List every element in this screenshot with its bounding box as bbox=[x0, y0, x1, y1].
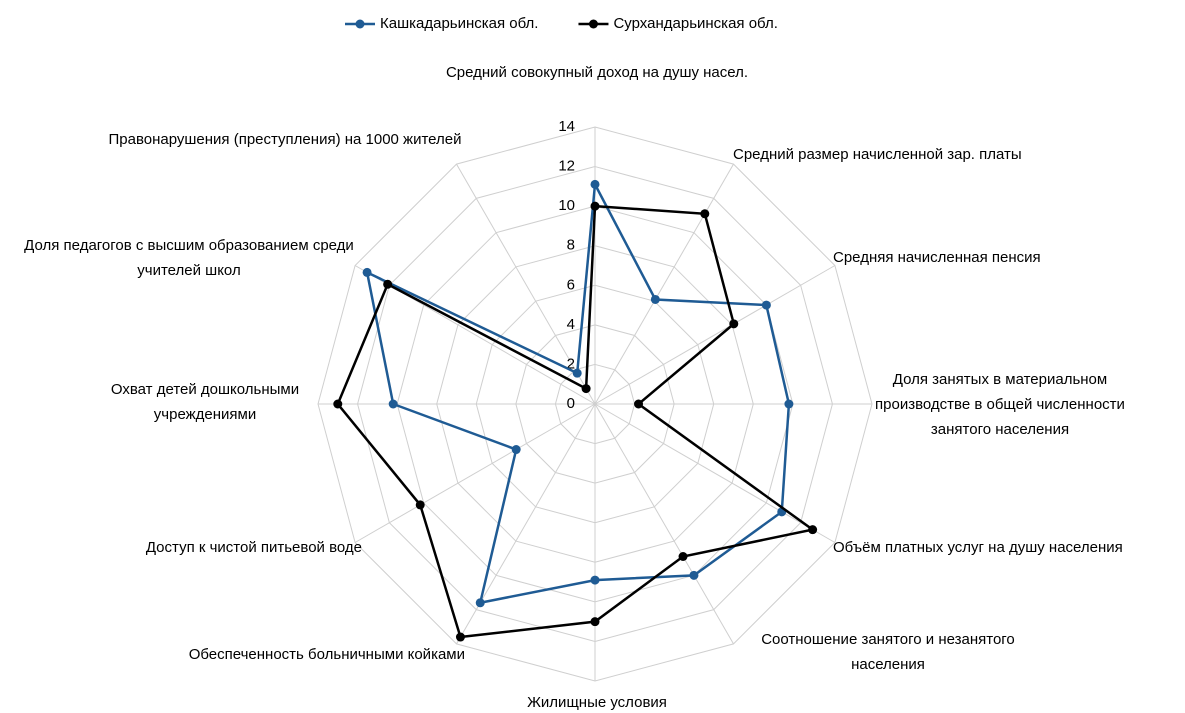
point bbox=[388, 399, 398, 409]
point bbox=[590, 617, 600, 627]
point bbox=[455, 632, 465, 642]
tick-label: 2 bbox=[567, 355, 575, 372]
point bbox=[475, 598, 485, 608]
spoke bbox=[354, 403, 596, 543]
spoke bbox=[456, 163, 596, 405]
spoke bbox=[594, 163, 734, 405]
point bbox=[729, 319, 739, 329]
axis-label: Обеспеченность больничными койками bbox=[188, 646, 465, 663]
point bbox=[590, 575, 600, 585]
axis-label: Средняя начисленная пенсия bbox=[833, 249, 1041, 266]
tick-label: 8 bbox=[567, 237, 575, 254]
legend-label: Сурхандарьинская обл. bbox=[613, 15, 777, 32]
tick-label: 6 bbox=[567, 276, 575, 293]
axis-label: Средний размер начисленной зар. платы bbox=[733, 146, 1022, 163]
legend-marker bbox=[355, 19, 365, 29]
axis-label: Соотношение занятого и незанятого населе… bbox=[761, 631, 1015, 673]
series-line bbox=[336, 204, 816, 639]
axis-label: Доступ к чистой питьевой воде bbox=[145, 539, 362, 556]
point bbox=[581, 384, 591, 394]
point bbox=[362, 267, 372, 277]
point bbox=[634, 399, 644, 409]
axis-label: Правонарушения (преступления) на 1000 жи… bbox=[108, 131, 462, 148]
point bbox=[784, 399, 794, 409]
point bbox=[590, 179, 600, 189]
point bbox=[383, 279, 393, 289]
axis-label: Объём платных услуг на душу населения bbox=[833, 539, 1123, 556]
point bbox=[415, 500, 425, 510]
axis-label: Доля педагогов с высшим образованием сре… bbox=[24, 237, 354, 279]
point bbox=[678, 552, 688, 562]
legend-label: Кашкадарьинская обл. bbox=[380, 15, 538, 32]
tick-label: 14 bbox=[558, 118, 575, 135]
tick-label: 4 bbox=[567, 316, 575, 333]
point bbox=[689, 570, 699, 580]
point bbox=[700, 209, 710, 219]
point bbox=[650, 294, 660, 304]
point bbox=[511, 445, 521, 455]
axis-label: Доля занятых в материальном производстве… bbox=[875, 371, 1125, 438]
spoke bbox=[594, 403, 836, 543]
point bbox=[808, 525, 818, 535]
point bbox=[761, 300, 771, 310]
axis-label: Охват детей дошкольными учреждениями bbox=[110, 381, 300, 423]
axis-label: Средний совокупный доход на душу насел. bbox=[445, 64, 749, 81]
spoke bbox=[594, 403, 734, 645]
point bbox=[333, 399, 343, 409]
axis-label: Жилищные условия bbox=[527, 694, 667, 711]
legend-marker bbox=[588, 19, 598, 29]
tick-label: 10 bbox=[558, 197, 575, 214]
tick-label: 0 bbox=[567, 395, 575, 412]
spoke bbox=[594, 265, 836, 405]
tick-label: 12 bbox=[558, 158, 575, 175]
point bbox=[590, 201, 600, 211]
point bbox=[572, 368, 582, 378]
